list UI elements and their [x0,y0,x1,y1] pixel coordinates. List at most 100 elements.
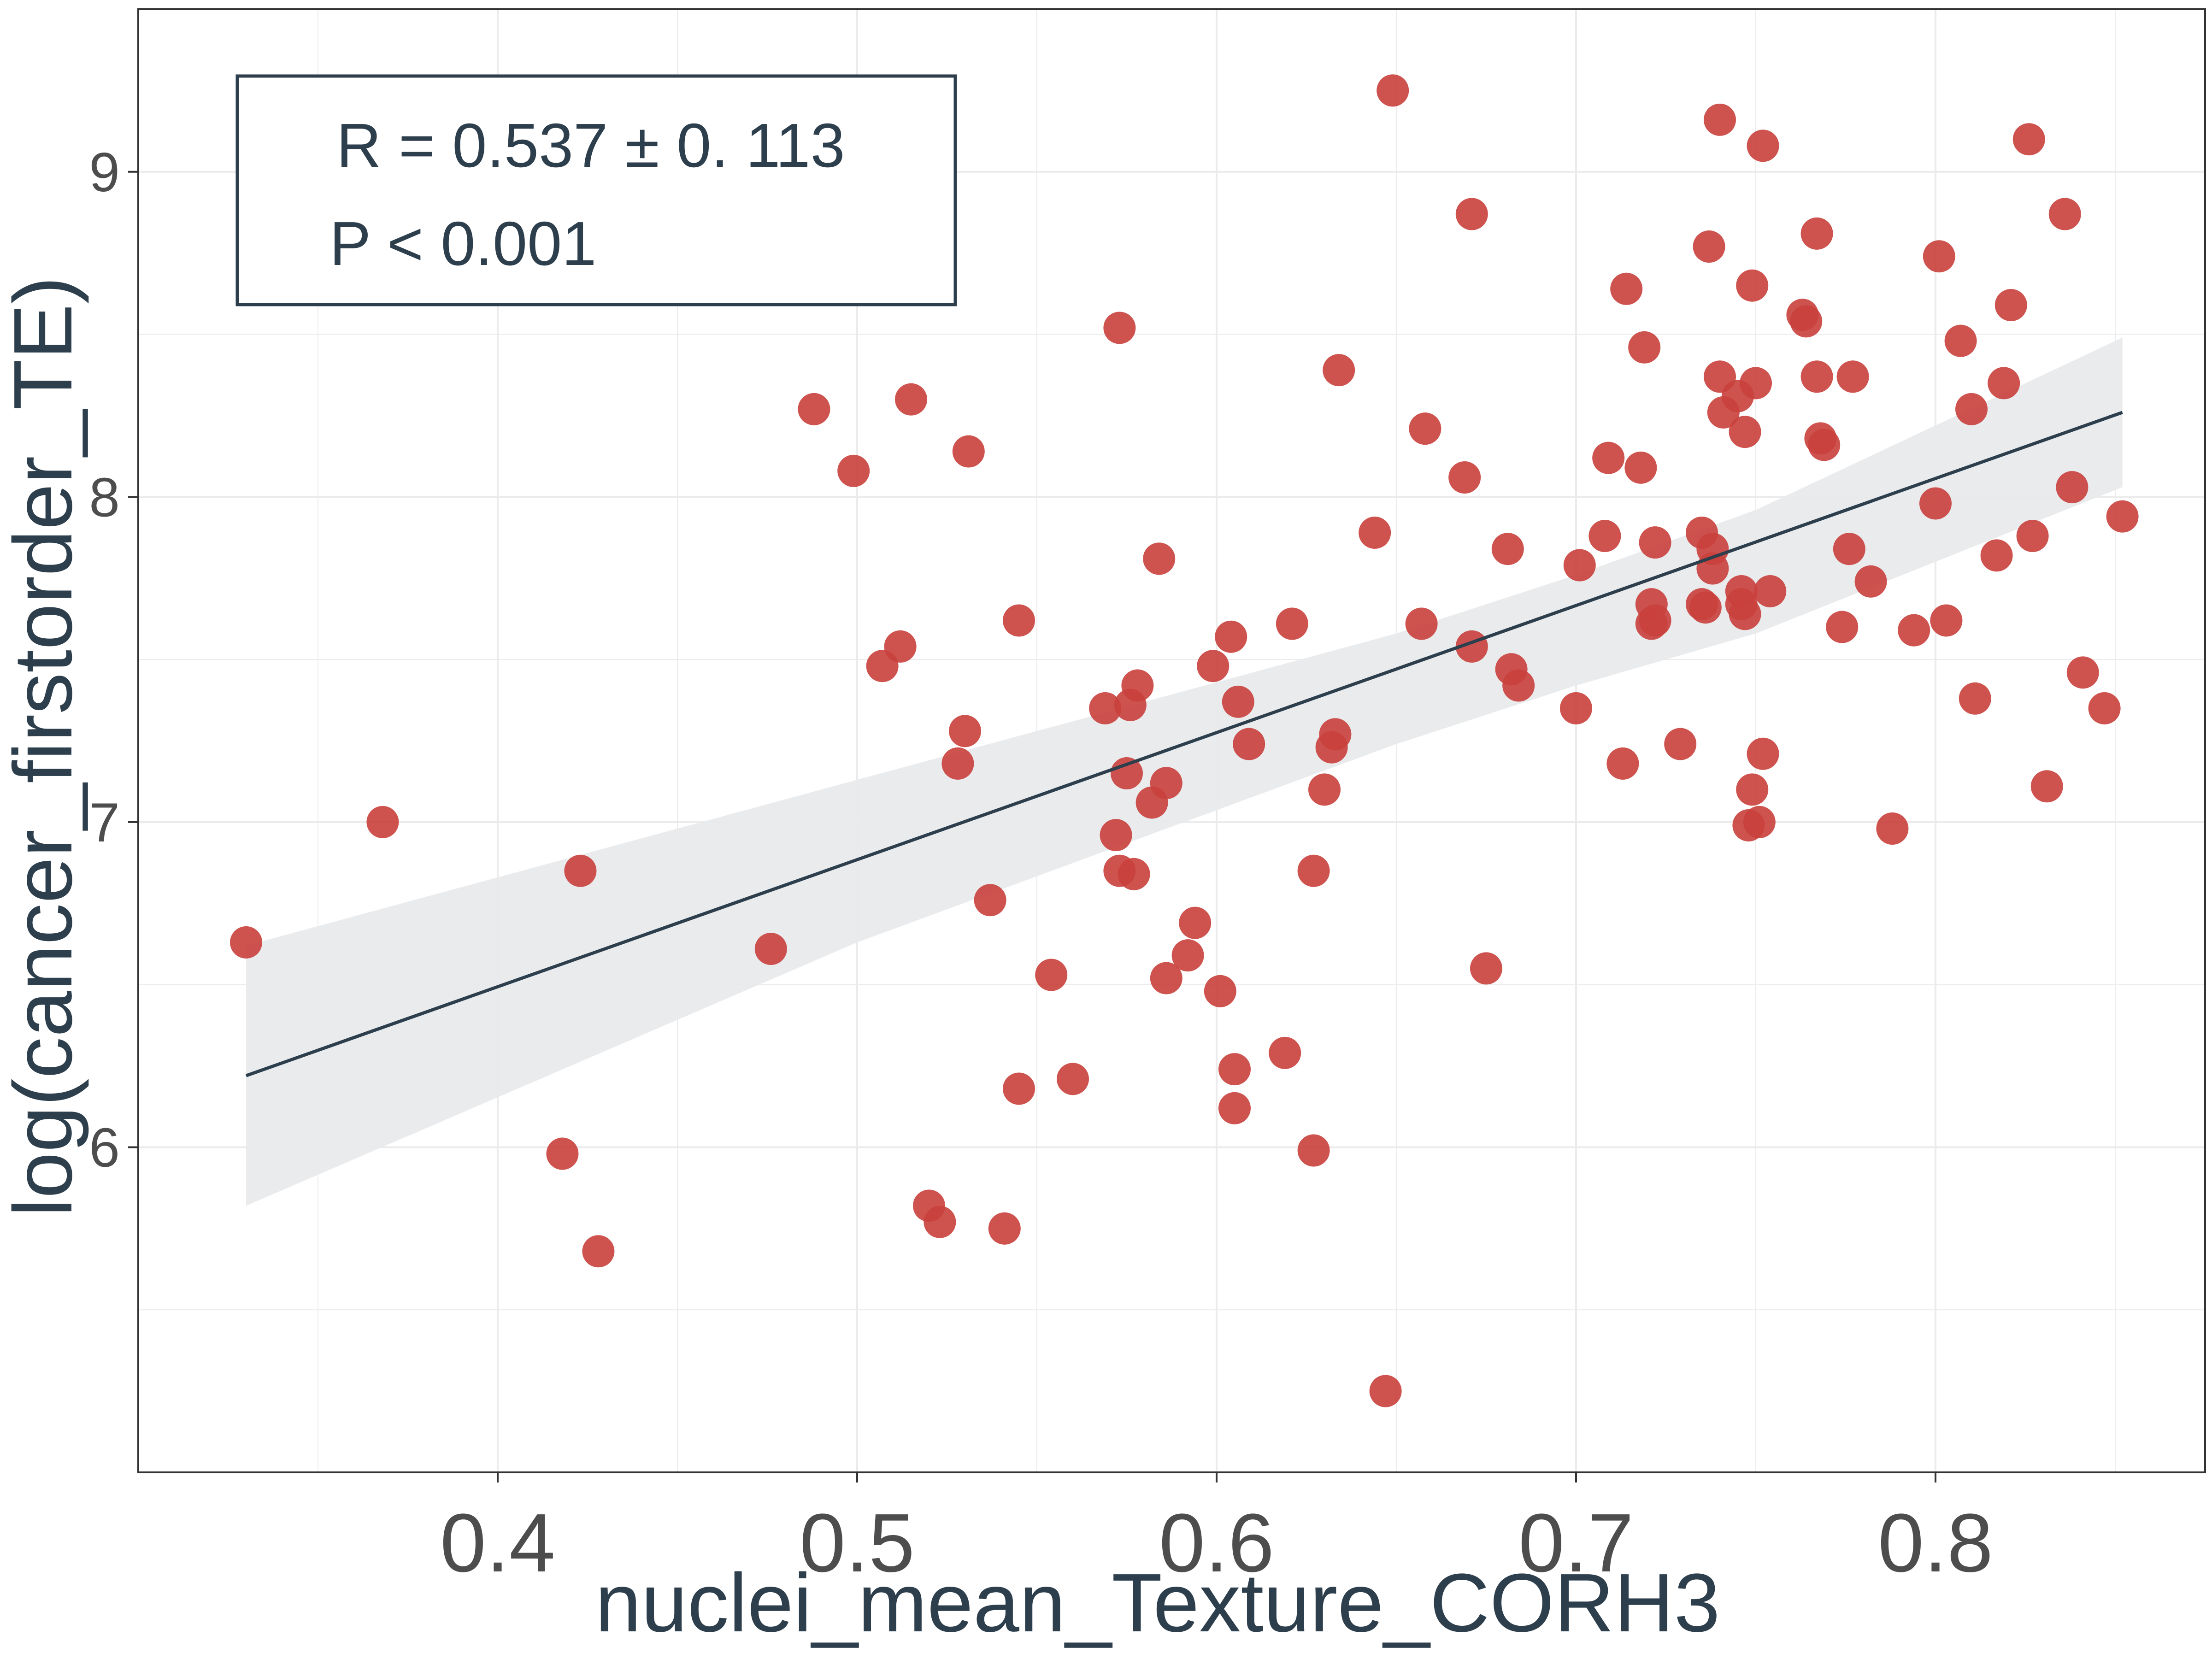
data-point [1800,360,1833,393]
fit-line [245,411,2123,1077]
data-point [1003,1072,1035,1105]
data-point [1610,272,1643,305]
x-tick-label: 0.4 [440,1497,555,1589]
data-point [754,933,787,965]
data-point [230,926,262,959]
data-point [1448,461,1481,494]
y-tick-label: 9 [89,141,120,203]
data-point [1988,367,2020,400]
data-point [1057,1063,1089,1095]
data-point [2088,692,2121,724]
data-point [1628,331,1661,364]
data-point [1826,611,1859,643]
data-point [1836,360,1869,393]
data-point [1736,269,1769,302]
data-point [1377,74,1409,107]
data-point [1639,526,1671,559]
data-point [1563,549,1596,582]
x-axis-ticks: 0.4 0.5 0.6 0.7 0.8 [440,1472,1993,1589]
data-point [1171,939,1204,972]
data-point [1276,607,1308,640]
data-point [1736,773,1769,806]
data-point [1003,604,1035,637]
data-point [1994,289,2027,322]
data-point [974,884,1006,917]
data-point [1808,429,1841,461]
data-point [924,1206,956,1238]
data-point [1121,669,1154,702]
data-point [1729,416,1761,448]
data-point [1923,240,1955,273]
data-point [1588,520,1621,552]
x-tick-label: 0.8 [1878,1497,1993,1589]
data-point [1319,718,1352,751]
data-point [1100,819,1132,852]
data-point [1409,412,1441,445]
x-tick-label: 0.7 [1518,1497,1634,1589]
data-point [1729,598,1761,630]
data-point [1118,858,1150,890]
plot-panel-border [137,8,2206,1473]
data-point [1197,650,1230,682]
data-point [2016,520,2049,552]
data-point [1323,354,1355,387]
data-points [230,74,2139,1407]
data-point [1455,198,1488,230]
data-point [1470,952,1502,985]
data-point [952,435,985,468]
data-point [1222,685,1254,718]
correlation-text: R = 0.537 ± 0. 113 [336,111,845,180]
data-point [1800,217,1833,250]
p-value-text: P < 0.001 [329,209,596,278]
data-point [1959,682,1991,715]
data-point [1919,487,1952,520]
data-point [1035,959,1068,991]
data-point [1747,129,1779,162]
data-point [1592,441,1625,474]
data-point [1405,607,1438,640]
x-tick-label: 0.5 [800,1497,915,1589]
data-point [1218,1053,1251,1086]
data-point [1980,539,2013,572]
data-point [1179,906,1212,939]
data-point [1369,1375,1402,1407]
data-point [1150,962,1182,994]
stats-annotation: R = 0.537 ± 0. 113 P < 0.001 [235,74,957,306]
data-point [1664,728,1697,760]
data-point [1502,669,1535,702]
data-point [2066,656,2099,689]
data-point [1854,565,1887,598]
data-point [1359,516,1391,549]
data-point [1150,767,1182,800]
data-point [582,1235,615,1268]
data-point [1944,324,1977,357]
data-point [1491,533,1524,565]
data-point [1204,975,1236,1007]
y-tick-label: 6 [89,1117,120,1178]
data-point [1560,692,1592,724]
data-point [837,454,870,487]
data-point [1215,620,1247,653]
data-point [1308,773,1341,806]
data-point [2048,198,2081,230]
data-point [1111,757,1143,790]
data-point [1233,728,1265,760]
data-point [1089,692,1122,724]
data-point [1833,533,1865,565]
data-point [1930,604,1963,637]
y-tick-label: 8 [89,466,120,528]
data-point [1747,737,1779,770]
data-point [1269,1036,1301,1069]
data-point [2106,500,2139,533]
data-point [1754,575,1787,607]
data-point [895,383,927,416]
stats-annotation-box [235,74,957,306]
data-point [949,715,981,747]
data-point [2012,123,2045,156]
data-point [798,393,830,425]
data-point [2056,471,2088,504]
data-point [1955,393,1988,425]
data-point [1297,854,1330,887]
data-point [366,806,399,838]
